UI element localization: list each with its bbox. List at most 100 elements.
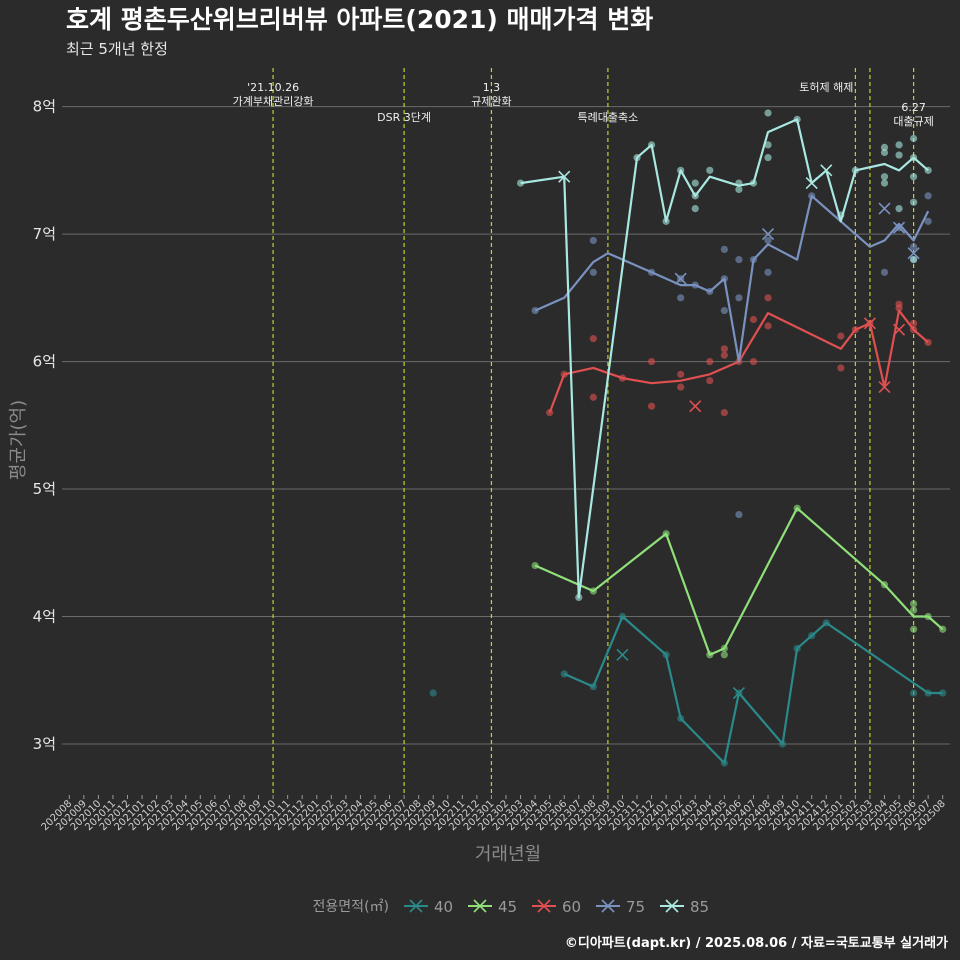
data-point [837,332,845,340]
data-point [895,141,903,149]
data-point [910,625,918,633]
event-label: 6.27 대출규제 [893,101,933,128]
y-tick-label: 8억 [33,98,56,116]
grid-lines [62,106,950,745]
data-point [677,294,685,302]
cancel-mark [892,221,906,234]
data-point [910,243,918,251]
data-point [910,689,918,697]
legend-swatch-cross [473,899,487,913]
data-point [720,306,728,315]
data-point [429,689,437,697]
legend-swatch-cross [665,899,679,913]
event-label: '21.10.26 가계부채관리강화 [233,81,314,108]
cancel-mark [863,317,876,330]
series-40 [429,612,947,767]
event-label-line: 대출규제 [893,115,933,128]
data-point [910,173,918,181]
x-axis-ticks: 2020082020092020102020112020122021012021… [40,795,948,833]
cancel-mark [689,400,702,413]
data-point [589,268,597,276]
y-axis-ticks: 3억 4억 5억 6억 7억 8억 [33,98,56,753]
data-point [764,236,772,245]
cancel-mark [558,170,571,183]
event-label-line: 가계부채관리강화 [233,95,314,108]
data-point [647,357,656,366]
data-point [691,179,699,187]
legend-swatch-cross [537,899,551,913]
data-point [706,377,714,385]
data-point [880,173,889,181]
data-point [880,268,889,276]
data-point [939,689,947,697]
data-point [895,151,903,159]
event-label-line: DSR 3단계 [377,111,431,124]
data-point [764,141,772,149]
data-point [749,315,758,324]
data-point [720,408,728,417]
data-point [720,345,728,353]
cancel-mark [805,177,818,190]
data-point [880,148,889,157]
data-point [924,217,932,225]
data-point [764,154,772,162]
chart-title: 호계 평촌두산위브리버뷰 아파트(2021) 매매가격 변화 [66,5,653,34]
chart-subtitle: 최근 5개년 한정 [66,40,168,58]
legend-title: 전용면적(㎡) [313,899,389,915]
series-line [520,118,929,599]
data-point [720,651,728,659]
data-point [910,319,918,327]
event-label-line: 1.3 [483,81,501,94]
data-point [764,268,772,276]
data-point [764,109,772,117]
data-point [924,192,932,200]
legend-label-45: 45 [498,898,517,916]
data-point [589,393,597,401]
data-point [895,205,903,213]
data-point [910,255,918,264]
data-point [720,245,728,253]
data-point [735,185,743,194]
series-85 [516,109,932,602]
data-point [910,600,918,608]
event-label-line: '21.10.26 [247,81,299,94]
legend-label-85: 85 [690,898,709,916]
x-axis-label: 거래년월 [475,844,541,865]
data-point [677,370,685,378]
series-75 [531,192,932,519]
legend-label-75: 75 [626,898,645,916]
event-label-line: 토허제 해제 [799,80,853,94]
data-point [589,335,597,343]
data-point [706,357,714,366]
series-line [534,194,930,363]
data-point [880,143,889,152]
data-point [735,294,743,302]
event-label-line: 규제완화 [471,95,511,108]
data-point [516,179,525,187]
legend-label-40: 40 [434,898,453,916]
cancel-mark [907,247,920,260]
y-tick-label: 7억 [33,225,56,243]
data-point [677,383,685,391]
series-line [563,615,943,765]
cancel-mark [878,202,891,215]
caption: ©디아파트(dapt.kr) / 2025.08.06 / 자료=국토교통부 실… [565,935,948,951]
data-point [706,166,714,174]
series-line [534,507,944,656]
event-label-line: 6.27 [901,101,926,114]
data-point [910,198,918,206]
data-point [735,255,743,264]
legend-label-60: 60 [562,898,581,916]
data-point [749,357,758,366]
data-point [764,294,772,302]
cancel-mark [616,648,629,661]
cancel-mark [878,381,891,394]
data-point [720,351,728,359]
y-tick-label: 3억 [33,735,56,753]
legend-swatch-cross [601,899,615,913]
data-point [647,402,656,410]
y-tick-label: 6억 [33,353,56,371]
y-tick-label: 4억 [33,608,56,626]
